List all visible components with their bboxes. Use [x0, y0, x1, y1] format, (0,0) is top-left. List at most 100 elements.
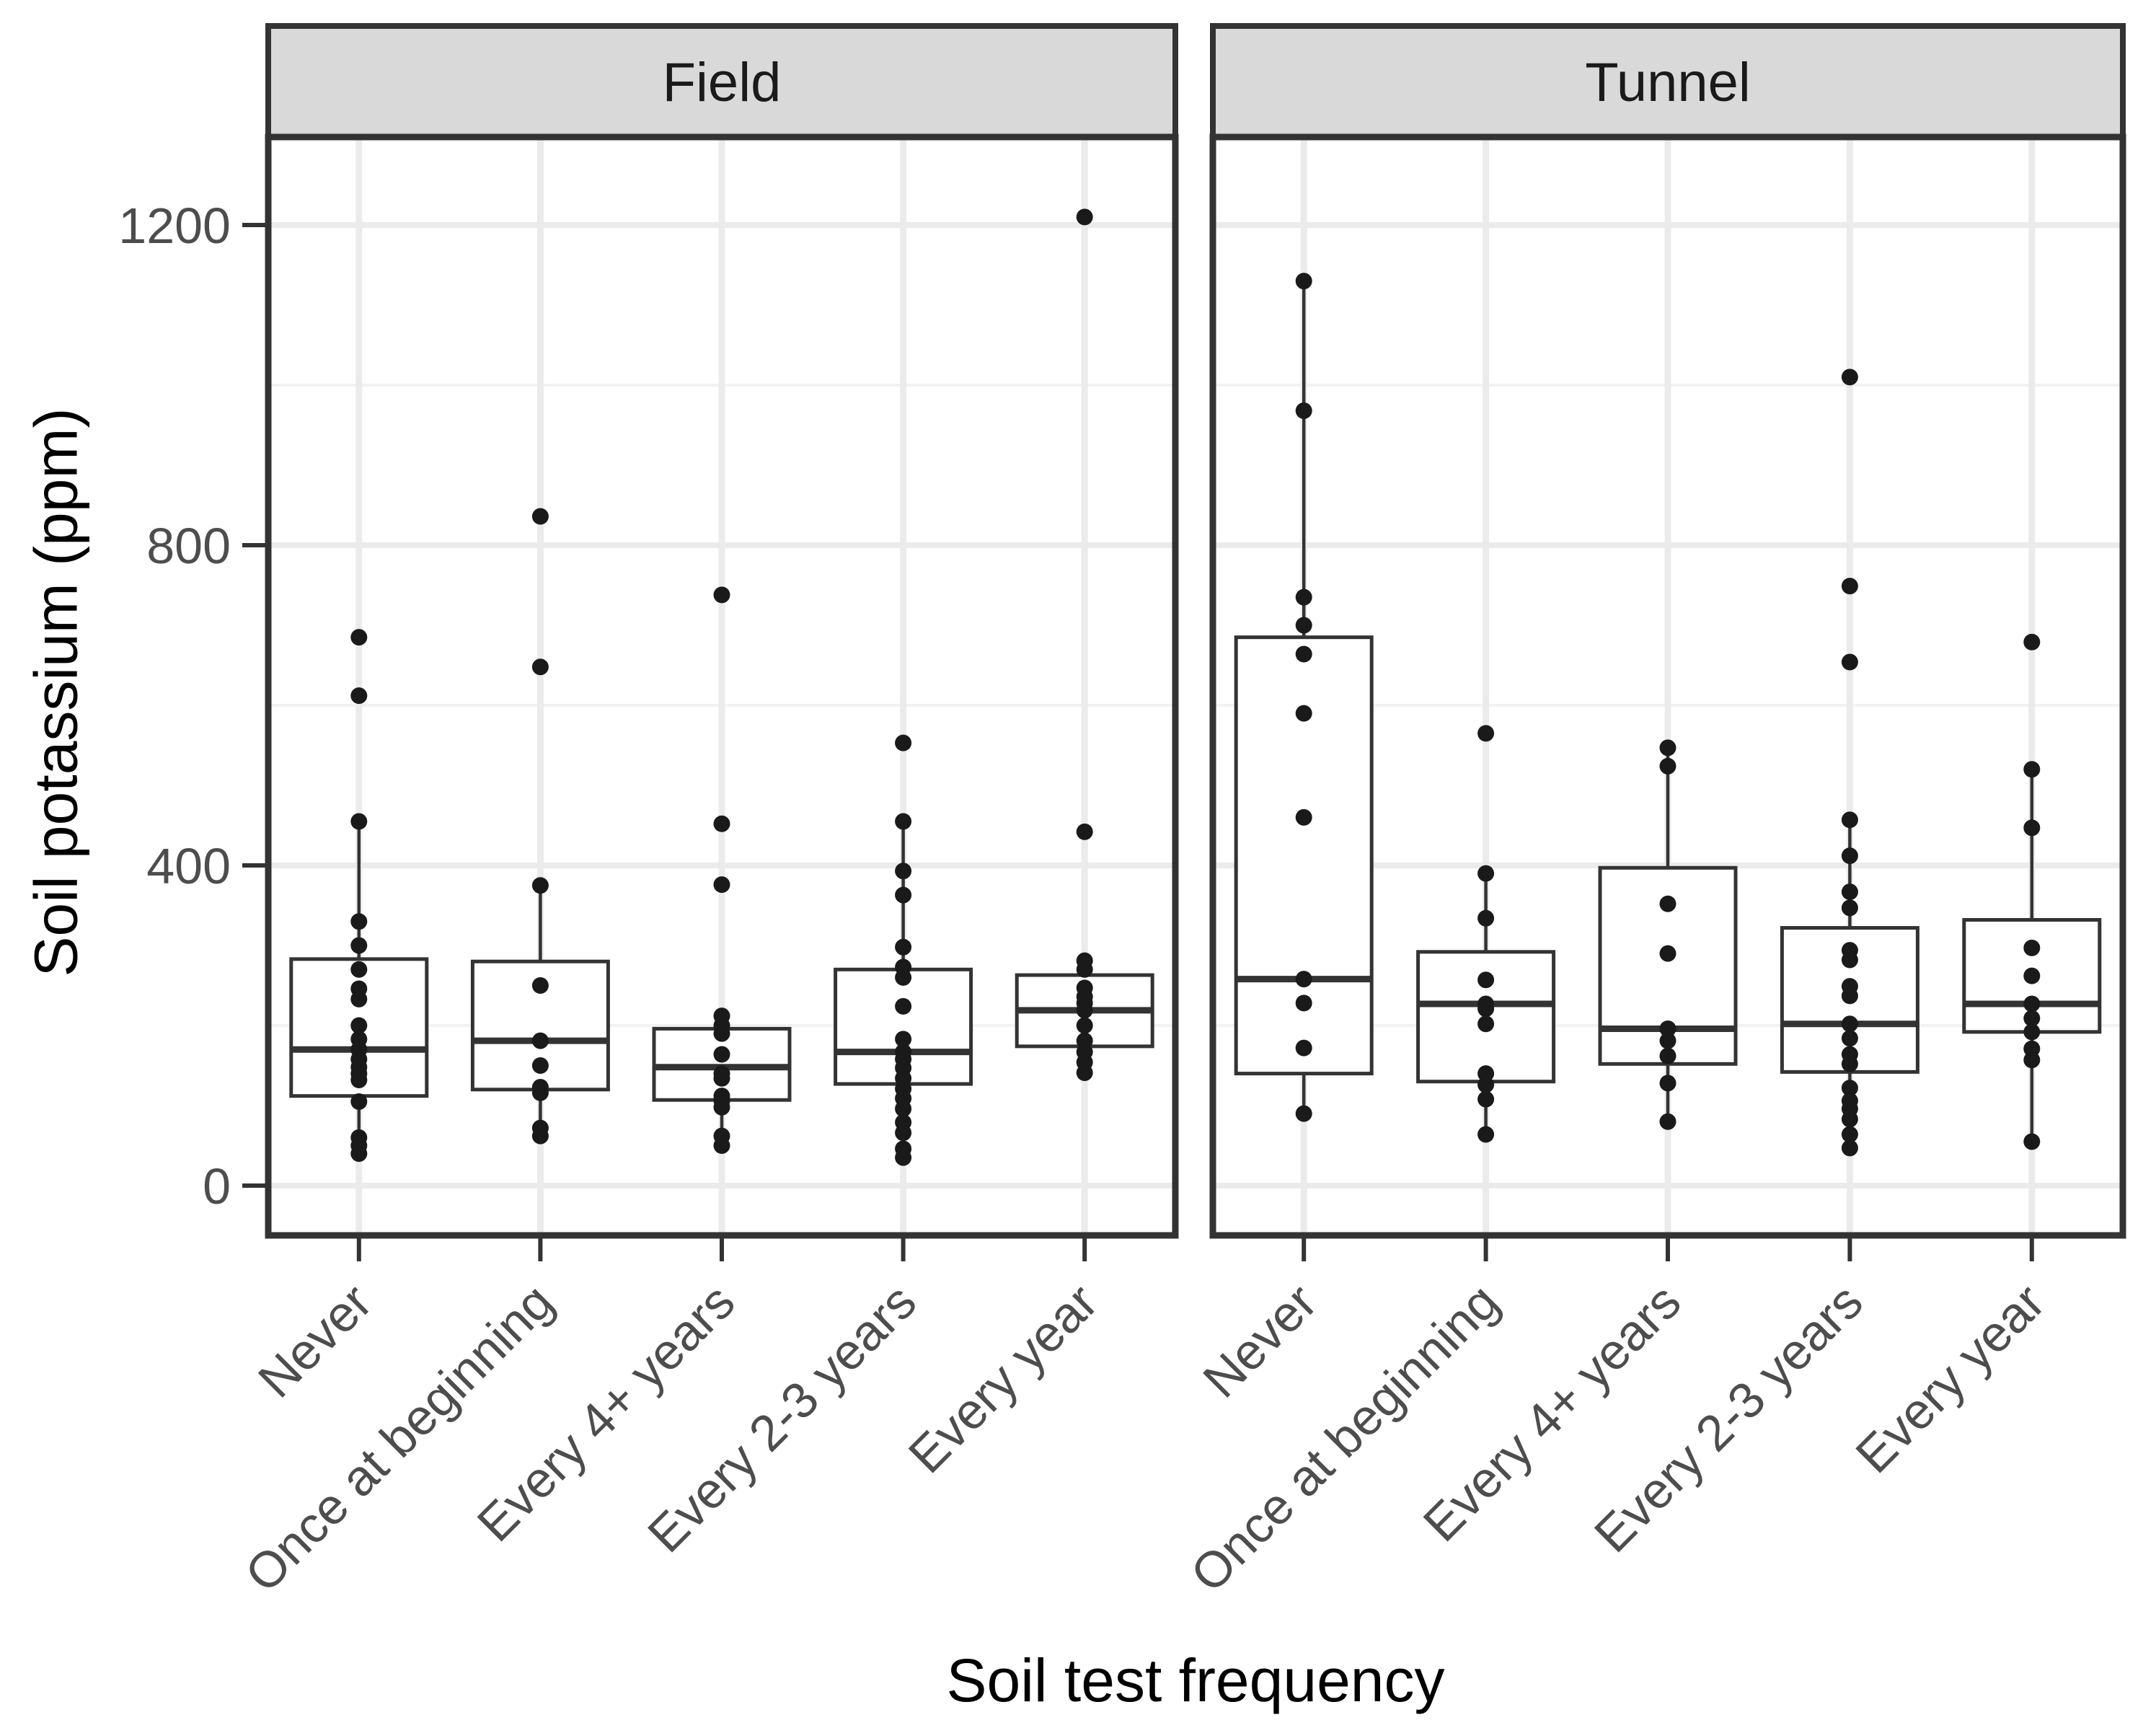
- data-point: [531, 977, 549, 994]
- data-point: [895, 886, 912, 904]
- data-point: [1841, 1080, 1858, 1097]
- data-point: [895, 1149, 912, 1166]
- data-point: [1477, 725, 1495, 742]
- data-point: [1076, 1002, 1093, 1019]
- data-point: [1841, 847, 1858, 865]
- data-point: [713, 1025, 730, 1042]
- facet-strip-label: Tunnel: [1585, 52, 1751, 113]
- data-point: [1841, 578, 1858, 595]
- x-tick-label: Once at beginning: [1180, 1273, 1509, 1602]
- data-point: [1295, 808, 1312, 826]
- data-point: [531, 1127, 549, 1145]
- y-axis-title: Soil potassium (ppm): [22, 407, 90, 977]
- data-point: [1841, 653, 1858, 671]
- data-point: [1841, 1055, 1858, 1072]
- data-point: [713, 1098, 730, 1116]
- data-point: [350, 913, 368, 930]
- data-point: [1477, 1090, 1495, 1108]
- data-point: [1659, 1020, 1676, 1037]
- data-point: [1659, 757, 1676, 775]
- data-point: [895, 1124, 912, 1142]
- data-point: [1295, 971, 1312, 988]
- data-point: [2023, 939, 2041, 956]
- data-point: [895, 997, 912, 1015]
- data-point: [1477, 971, 1495, 989]
- data-point: [1295, 588, 1312, 606]
- data-point: [1659, 1113, 1676, 1130]
- data-point: [1477, 909, 1495, 927]
- data-point: [531, 1032, 549, 1049]
- data-point: [350, 1071, 368, 1088]
- data-point: [1659, 1075, 1676, 1092]
- data-point: [1477, 1000, 1495, 1018]
- data-point: [1295, 273, 1312, 290]
- data-point: [1076, 961, 1093, 978]
- data-point: [1841, 1139, 1858, 1157]
- data-point: [350, 813, 368, 830]
- data-point: [350, 629, 368, 646]
- data-point: [531, 877, 549, 894]
- data-point: [350, 1017, 368, 1034]
- x-tick-label: Never: [1193, 1273, 1327, 1408]
- data-point: [895, 1100, 912, 1117]
- data-point: [895, 734, 912, 751]
- data-point: [1076, 1064, 1093, 1081]
- data-point: [531, 1057, 549, 1074]
- data-point: [1841, 1030, 1858, 1047]
- data-point: [1841, 1126, 1858, 1143]
- data-point: [1841, 811, 1858, 829]
- data-point: [1659, 895, 1676, 912]
- data-point: [1076, 823, 1093, 840]
- data-point: [895, 863, 912, 880]
- data-point: [1659, 945, 1676, 962]
- data-point: [350, 990, 368, 1007]
- data-point: [2023, 1010, 2041, 1027]
- data-point: [1076, 208, 1093, 226]
- data-point: [1659, 739, 1676, 757]
- data-point: [531, 1084, 549, 1101]
- y-tick-label: 1200: [118, 198, 231, 254]
- data-point: [1841, 951, 1858, 969]
- data-point: [2023, 967, 2041, 984]
- data-point: [350, 937, 368, 954]
- x-tick-label: Never: [247, 1273, 382, 1408]
- data-point: [2023, 1133, 2041, 1150]
- facet-strip-label: Field: [663, 52, 782, 113]
- data-point: [1076, 1017, 1093, 1034]
- data-point: [2023, 995, 2041, 1013]
- data-point: [1841, 1015, 1858, 1033]
- data-point: [350, 687, 368, 705]
- data-point: [1477, 865, 1495, 882]
- x-axis-title: Soil test frequency: [946, 1646, 1445, 1714]
- data-point: [1477, 1126, 1495, 1143]
- data-point: [2023, 1051, 2041, 1069]
- data-point: [2023, 819, 2041, 837]
- data-point: [1295, 995, 1312, 1012]
- facet-strip: [1210, 23, 2126, 140]
- facet-strip: [265, 23, 1178, 140]
- data-point: [1841, 369, 1858, 386]
- data-point: [895, 938, 912, 956]
- data-point: [1841, 883, 1858, 901]
- data-point: [1295, 705, 1312, 722]
- data-point: [895, 1031, 912, 1048]
- y-tick-label: 800: [146, 518, 231, 574]
- data-point: [531, 508, 549, 525]
- data-point: [1295, 617, 1312, 634]
- data-point: [1477, 1076, 1495, 1093]
- data-point: [1841, 1111, 1858, 1128]
- data-point: [1477, 1015, 1495, 1033]
- data-point: [713, 876, 730, 894]
- data-point: [350, 1145, 368, 1163]
- data-point: [1841, 899, 1858, 917]
- data-point: [713, 586, 730, 604]
- data-point: [1659, 1047, 1676, 1064]
- data-point: [1295, 1105, 1312, 1122]
- y-tick-label: 400: [146, 838, 231, 894]
- data-point: [713, 1070, 730, 1087]
- data-point: [2023, 761, 2041, 778]
- data-point: [1295, 645, 1312, 663]
- data-point: [2023, 633, 2041, 651]
